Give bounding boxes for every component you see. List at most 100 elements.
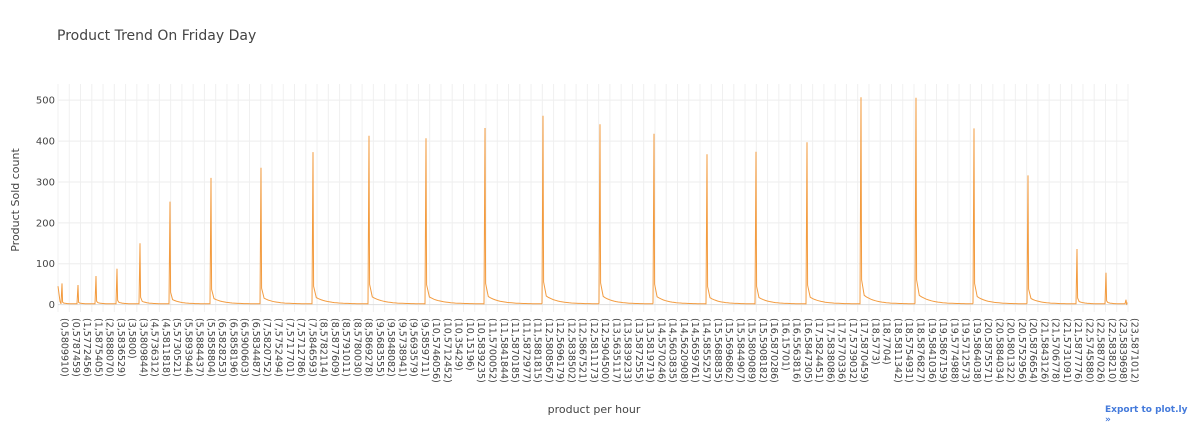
x-tick-label: (17,5739032) bbox=[847, 318, 858, 383]
x-tick-label: (15,5809089) bbox=[746, 318, 757, 383]
x-tick-label: (12,5808567) bbox=[543, 318, 554, 383]
x-tick-label: (20,5884034) bbox=[993, 318, 1004, 383]
x-tick-label: (23,5871012) bbox=[1129, 318, 1140, 383]
y-tick-label: 200 bbox=[36, 218, 55, 229]
x-tick-label: (15,5696862) bbox=[723, 318, 734, 383]
x-tick-label: (12,5696179) bbox=[554, 318, 565, 383]
x-tick-label: (23,5839698) bbox=[1117, 318, 1128, 383]
x-tick-label: (21,5706778) bbox=[1050, 318, 1061, 383]
x-tick-label: (20,5875571) bbox=[982, 318, 993, 383]
x-tick-label: (16,5847305) bbox=[802, 318, 813, 383]
series-line bbox=[57, 97, 1128, 306]
x-tick-label: (13,5635117) bbox=[610, 318, 621, 383]
x-tick-label: (21,5877776) bbox=[1072, 318, 1083, 383]
x-tick-label: (18,5773) bbox=[869, 318, 880, 365]
x-tick-label: (11,5700052) bbox=[487, 318, 498, 383]
x-tick-label: (8,5791011) bbox=[340, 318, 351, 377]
x-tick-label: (3,5800) bbox=[126, 318, 137, 359]
x-tick-label: (1,5772456) bbox=[81, 318, 92, 377]
y-axis-ticks: 0 100 200 300 400 500 bbox=[36, 96, 55, 311]
x-tick-label: (17,5770336) bbox=[836, 318, 847, 383]
x-tick-label: (0,5787459) bbox=[70, 318, 81, 377]
x-tick-label: (18,5811342) bbox=[892, 318, 903, 383]
x-tick-label: (14,5620908) bbox=[678, 318, 689, 383]
x-tick-label: (13,5839233) bbox=[622, 318, 633, 383]
x-tick-label: (20,5876654) bbox=[1027, 318, 1038, 383]
x-tick-label: (8,5780030) bbox=[351, 318, 362, 377]
y-tick-label: 0 bbox=[49, 300, 55, 311]
x-tick-label: (1,5875405) bbox=[92, 318, 103, 377]
x-tick-label: (18,5876827) bbox=[915, 318, 926, 383]
x-tick-label: (19,5712573) bbox=[960, 318, 971, 383]
export-to-plotly-link[interactable]: Export to plot.ly » bbox=[1105, 405, 1188, 425]
x-tick-label: (8,5782114) bbox=[318, 318, 329, 377]
x-tick-label: (12,5904500) bbox=[599, 318, 610, 383]
x-tick-label: (5,5730521) bbox=[171, 318, 182, 377]
x-tick-label: (7,5752494) bbox=[273, 318, 284, 377]
x-tick-label: (16,5870286) bbox=[768, 318, 779, 383]
x-tick-label: (6,5858196) bbox=[227, 318, 238, 377]
x-tick-label: (7,5846593) bbox=[306, 318, 317, 377]
x-tick-label: (9,5738941) bbox=[396, 318, 407, 377]
x-tick-label: (11,5881815) bbox=[532, 318, 543, 383]
x-tick-label: (19,5774988) bbox=[948, 318, 959, 383]
x-tick-label: (0,5809910) bbox=[59, 318, 70, 377]
x-tick-label: (21,5843126) bbox=[1038, 318, 1049, 383]
x-tick-label: (15,5908182) bbox=[757, 318, 768, 383]
x-tick-label: (5,5884437) bbox=[194, 318, 205, 377]
x-tick-label: (8,5877609) bbox=[329, 318, 340, 377]
y-tick-label: 500 bbox=[36, 96, 55, 107]
x-tick-label: (14,5570246) bbox=[655, 318, 666, 383]
vertical-grid bbox=[57, 84, 1129, 312]
x-tick-label: (19,5867159) bbox=[937, 318, 948, 383]
x-tick-label: (4,5736312) bbox=[149, 318, 160, 377]
y-tick-label: 300 bbox=[36, 177, 55, 188]
y-tick-label: 100 bbox=[36, 259, 55, 270]
x-tick-label: (12,5811173) bbox=[588, 318, 599, 383]
x-tick-label: (11,5870185) bbox=[509, 318, 520, 383]
x-tick-label: (3,5836529) bbox=[115, 318, 126, 377]
x-tick-label: (2,5888070) bbox=[104, 318, 115, 377]
x-tick-label: (6,5828253) bbox=[216, 318, 227, 377]
x-tick-label: (9,5683555) bbox=[374, 318, 385, 377]
x-tick-label: (19,5864038) bbox=[971, 318, 982, 383]
x-tick-label: (6,5900603) bbox=[239, 318, 250, 377]
x-tick-label: (4,5811818) bbox=[160, 318, 171, 377]
x-tick-label: (11,5872977) bbox=[520, 318, 531, 383]
x-tick-label: (13,5872555) bbox=[633, 318, 644, 383]
x-tick-label: (18,7704) bbox=[881, 318, 892, 365]
x-tick-label: (5,5858804) bbox=[205, 318, 216, 377]
x-tick-label: (11,5841844) bbox=[498, 318, 509, 383]
x-tick-label: (12,5867521) bbox=[577, 318, 588, 383]
x-tick-label: (5,5893944) bbox=[182, 318, 193, 377]
x-tick-label: (22,5887026) bbox=[1095, 318, 1106, 383]
x-tick-label: (21,5731091) bbox=[1061, 318, 1072, 383]
x-tick-label: (16,5563816) bbox=[791, 318, 802, 383]
x-tick-label: (14,5855257) bbox=[701, 318, 712, 383]
x-tick-label: (10,5712452) bbox=[441, 318, 452, 383]
x-tick-label: (22,5838210) bbox=[1106, 318, 1117, 383]
x-tick-label: (17,5838086) bbox=[824, 318, 835, 383]
x-tick-label: (8,5869278) bbox=[363, 318, 374, 377]
x-tick-label: (6,5834487) bbox=[250, 318, 261, 377]
x-tick-label: (7,5712786) bbox=[295, 318, 306, 377]
x-tick-label: (9,5693579) bbox=[408, 318, 419, 377]
horizontal-grid bbox=[58, 99, 1128, 306]
x-tick-label: (12,5838502) bbox=[565, 318, 576, 383]
x-tick-label: (14,5659761) bbox=[689, 318, 700, 383]
x-tick-label: (10,5746056) bbox=[430, 318, 441, 383]
x-tick-label: (17,5824451) bbox=[813, 318, 824, 383]
chart-title: Product Trend On Friday Day bbox=[57, 28, 257, 44]
x-tick-label: (10,5839235) bbox=[475, 318, 486, 383]
x-tick-label: (20,5752956) bbox=[1016, 318, 1027, 383]
x-axis-label: product per hour bbox=[548, 403, 641, 416]
x-tick-label: (15,5844907) bbox=[734, 318, 745, 383]
x-axis-ticks: (0,5809910) (0,5787459) (1,5772456) (1,5875… bbox=[59, 318, 1140, 383]
x-tick-label: (17,5870459) bbox=[858, 318, 869, 383]
x-tick-label: (13,5819719) bbox=[644, 318, 655, 383]
x-tick-label: (7,5820752) bbox=[261, 318, 272, 377]
x-tick-label: (18,5754931) bbox=[903, 318, 914, 383]
x-tick-label: (20,5801322) bbox=[1005, 318, 1016, 383]
x-tick-label: (9,5848082) bbox=[385, 318, 396, 377]
